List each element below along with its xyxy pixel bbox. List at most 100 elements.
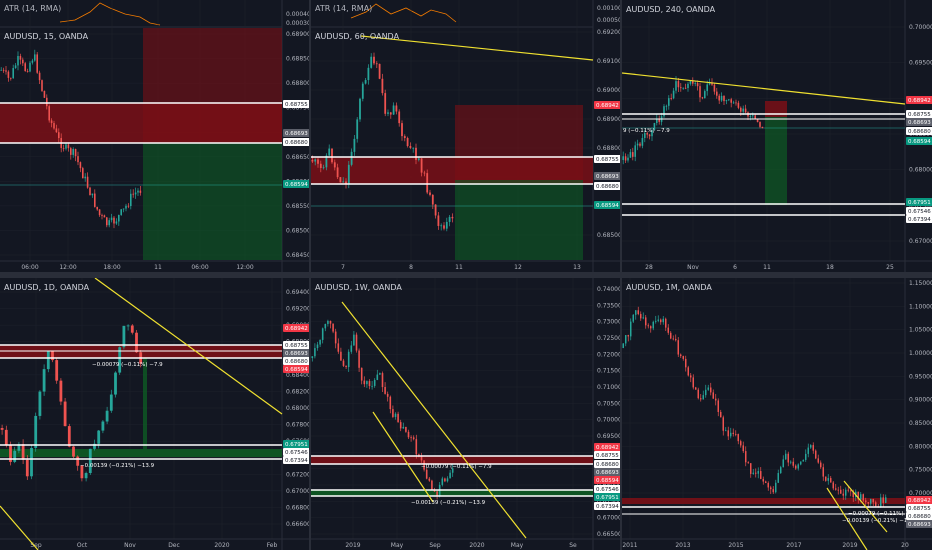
- candle-body: [122, 208, 125, 210]
- candle-body: [707, 387, 709, 390]
- measure-annotation: −0.00079 (−0.11%) −7.9: [848, 511, 919, 517]
- candle-body: [72, 149, 74, 155]
- price-label: 0.68680: [908, 129, 931, 135]
- chart-canvas-1d[interactable]: 0.694000.692000.690000.688000.686000.684…: [0, 278, 309, 550]
- x-axis-tick-label: May: [391, 542, 404, 549]
- candle-body: [2, 69, 5, 71]
- candle-body: [358, 350, 360, 368]
- candle-body: [802, 459, 804, 462]
- candle-body: [98, 209, 101, 216]
- candle-body: [795, 465, 797, 469]
- y-axis-tick-label: 0.68400: [286, 372, 309, 379]
- atr-tick-label: 0.00050: [597, 17, 620, 24]
- candle-body: [82, 168, 84, 179]
- y-axis-tick-label: 0.68800: [597, 145, 620, 152]
- candle-body: [827, 478, 829, 481]
- candle-body: [384, 386, 386, 394]
- x-axis-tick-label: 11: [455, 264, 463, 271]
- price-label: 0.67546: [596, 487, 619, 493]
- candle-body: [622, 343, 624, 348]
- x-axis-tick-label: May: [511, 542, 524, 549]
- y-axis-tick-label: 0.67000: [597, 515, 620, 522]
- candle-body: [787, 453, 789, 463]
- chart-canvas-240m[interactable]: 0.700000.695000.690000.685000.680000.675…: [622, 0, 932, 272]
- candle-body: [122, 325, 126, 348]
- take-profit-zone: [0, 449, 282, 457]
- candle-body: [785, 453, 787, 460]
- chart-panel-1w[interactable]: 0.74000 0.73500 0.73000 0.72500 0.72000 0.715…: [311, 278, 620, 550]
- take-profit-zone: [311, 490, 593, 496]
- price-label: 0.67394: [596, 504, 619, 510]
- chart-panel-1d[interactable]: 0.694000.692000.690000.688000.686000.684…: [0, 278, 309, 550]
- x-axis-tick-label: Sep: [30, 542, 42, 549]
- candle-body: [860, 494, 862, 500]
- chart-panel-60m[interactable]: 0.00100 0.00050 0.69200 0.69100 0.69000 0.689…: [311, 0, 620, 272]
- candle-body: [412, 437, 415, 440]
- candle-body: [402, 426, 405, 429]
- candle-body: [780, 467, 782, 474]
- candle-body: [782, 459, 784, 468]
- candle-body: [118, 214, 120, 222]
- candle-body: [682, 356, 684, 359]
- candle-body: [852, 491, 854, 498]
- candle-body: [319, 339, 321, 345]
- candle-body: [650, 326, 652, 329]
- candle-body: [347, 164, 350, 185]
- candle-body: [627, 157, 629, 161]
- candle-body: [653, 122, 656, 131]
- candle-body: [684, 87, 687, 89]
- candle-body: [797, 464, 799, 469]
- candle-body: [725, 100, 728, 102]
- chart-canvas-1w[interactable]: 0.74000 0.73500 0.73000 0.72500 0.72000 0.715…: [311, 278, 620, 550]
- candle-body: [744, 108, 747, 113]
- candle-body: [0, 69, 2, 71]
- candle-body: [403, 136, 406, 139]
- candle-body: [115, 221, 118, 224]
- x-axis-tick-label: Nov: [687, 264, 699, 271]
- candle-body: [749, 116, 752, 117]
- price-label-bg: [906, 198, 932, 206]
- y-axis-tick-label: 0.69500: [909, 60, 932, 67]
- candle-body: [639, 143, 641, 146]
- candle-body: [384, 93, 387, 114]
- candle-body: [406, 138, 409, 147]
- candle-body: [443, 225, 445, 229]
- x-axis-tick-label: 8: [409, 264, 413, 271]
- candle-body: [646, 133, 648, 135]
- candle-body: [327, 320, 329, 324]
- price-label: 0.68594: [908, 139, 931, 145]
- candle-body: [31, 60, 34, 63]
- price-label: 0.67951: [596, 495, 619, 501]
- candle-body: [636, 143, 639, 146]
- price-label-bg: [283, 138, 309, 146]
- price-label: 0.67394: [908, 217, 931, 223]
- y-axis-tick-label: 1.15000: [909, 280, 932, 287]
- chart-panel-1m[interactable]: 1.15000 1.10000 1.05000 1.00000 0.95000 0.900…: [622, 278, 932, 550]
- x-axis-tick-label: 2020: [214, 542, 229, 549]
- candle-body: [720, 411, 722, 418]
- y-axis-tick-label: 0.73000: [597, 319, 620, 326]
- candle-body: [635, 310, 637, 315]
- chart-panel-15m[interactable]: 0.00040 0.00030 0.68900 0.68850 0.68800 0.687…: [0, 0, 309, 272]
- candle-body: [750, 463, 752, 474]
- candle-body: [353, 138, 356, 152]
- y-axis-tick-label: 0.85000: [909, 420, 932, 427]
- candle-body: [415, 147, 417, 160]
- candle-body: [34, 54, 36, 61]
- chart-canvas-15m[interactable]: 0.00040 0.00030 0.68900 0.68850 0.68800 0.687…: [0, 0, 309, 272]
- candle-body: [722, 417, 724, 431]
- candle-body: [444, 478, 446, 482]
- candle-body: [644, 133, 646, 138]
- symbol-title: AUDUSD, 60, OANDA: [315, 32, 400, 41]
- chart-panel-240m[interactable]: 0.700000.695000.690000.685000.680000.675…: [622, 0, 932, 272]
- x-axis-tick-label: Feb: [267, 542, 278, 549]
- candle-body: [720, 95, 723, 101]
- chart-canvas-60m[interactable]: 0.00100 0.00050 0.69200 0.69100 0.69000 0.689…: [311, 0, 620, 272]
- candle-body: [367, 67, 370, 81]
- measure-annotation: −0.00139 (−0.21%) −13.9: [411, 500, 486, 506]
- price-label-bg: [906, 118, 932, 126]
- chart-canvas-1m[interactable]: 1.15000 1.10000 1.05000 1.00000 0.95000 0.900…: [622, 278, 932, 550]
- candle-body: [429, 192, 431, 195]
- price-label: 0.68680: [596, 184, 619, 190]
- candle-body: [114, 372, 117, 395]
